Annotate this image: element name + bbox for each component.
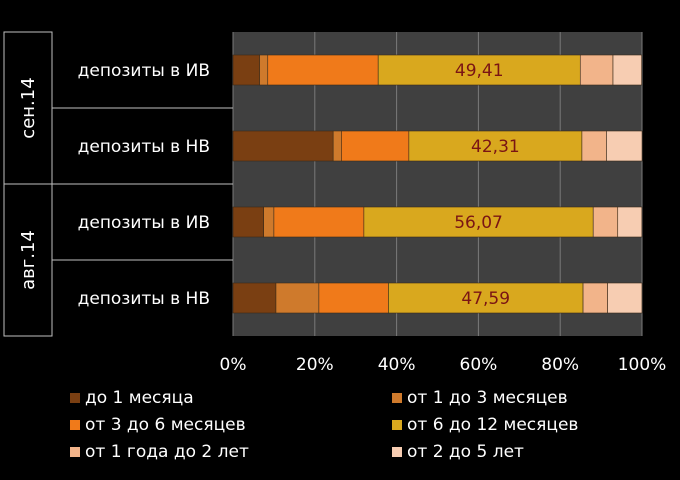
legend-label: от 1 до 3 месяцев <box>407 388 568 408</box>
category-label: депозиты в НВ <box>78 137 210 157</box>
bar-segment <box>363 206 594 238</box>
bar-segment <box>408 130 583 162</box>
x-tick-label: 40% <box>378 355 416 375</box>
bar-segment <box>617 206 643 238</box>
legend-swatch <box>392 447 402 457</box>
category-label: депозиты в ИВ <box>78 213 210 233</box>
bar-segment <box>273 206 365 238</box>
category-label: депозиты в НВ <box>78 289 210 309</box>
bar-segment <box>232 130 334 162</box>
bar-segment <box>341 130 410 162</box>
legend-swatch <box>70 420 80 430</box>
legend-swatch <box>392 420 402 430</box>
legend-swatch <box>392 393 402 403</box>
legend-swatch <box>70 393 80 403</box>
bar-segment <box>377 54 581 86</box>
bar-segment <box>259 54 269 86</box>
bar-segment <box>612 54 642 86</box>
x-tick-label: 80% <box>541 355 579 375</box>
x-tick-label: 0% <box>220 355 247 375</box>
legend-label: от 3 до 6 месяцев <box>85 415 246 435</box>
legend-item: от 2 до 5 лет <box>392 442 524 462</box>
legend-item: от 3 до 6 месяцев <box>70 415 246 435</box>
bar-segment <box>606 130 643 162</box>
bar-segment <box>263 206 275 238</box>
x-tick-label: 100% <box>618 355 667 375</box>
legend-label: до 1 месяца <box>85 388 194 408</box>
legend-label: от 2 до 5 лет <box>407 442 524 462</box>
legend-item: до 1 месяца <box>70 388 194 408</box>
legend-label: от 6 до 12 месяцев <box>407 415 579 435</box>
x-tick-label: 60% <box>460 355 498 375</box>
bar-segment <box>579 54 614 86</box>
legend-item: от 1 года до 2 лет <box>70 442 249 462</box>
bar-segment <box>592 206 619 238</box>
group-label: сен.14 <box>18 77 39 138</box>
bar-segment <box>232 206 264 238</box>
bar-segment <box>607 282 643 314</box>
bar-segment <box>332 130 342 162</box>
legend-label: от 1 года до 2 лет <box>85 442 249 462</box>
bar-segment <box>388 282 584 314</box>
data-label: 47,59 <box>461 289 510 309</box>
bar-segment <box>582 282 608 314</box>
category-label: депозиты в ИВ <box>78 61 210 81</box>
data-label: 56,07 <box>454 213 503 233</box>
bar-segment <box>232 282 277 314</box>
data-label: 49,41 <box>455 61 504 81</box>
legend-swatch <box>70 447 80 457</box>
bar-segment <box>581 130 607 162</box>
bar-segment <box>232 54 260 86</box>
group-label: авг.14 <box>18 230 39 290</box>
legend-item: от 6 до 12 месяцев <box>392 415 578 435</box>
bar-segment <box>267 54 379 86</box>
bar-segment <box>318 282 389 314</box>
bar-segment <box>275 282 320 314</box>
data-label: 42,31 <box>471 137 520 157</box>
x-tick-label: 20% <box>296 355 334 375</box>
legend-item: от 1 до 3 месяцев <box>392 388 568 408</box>
